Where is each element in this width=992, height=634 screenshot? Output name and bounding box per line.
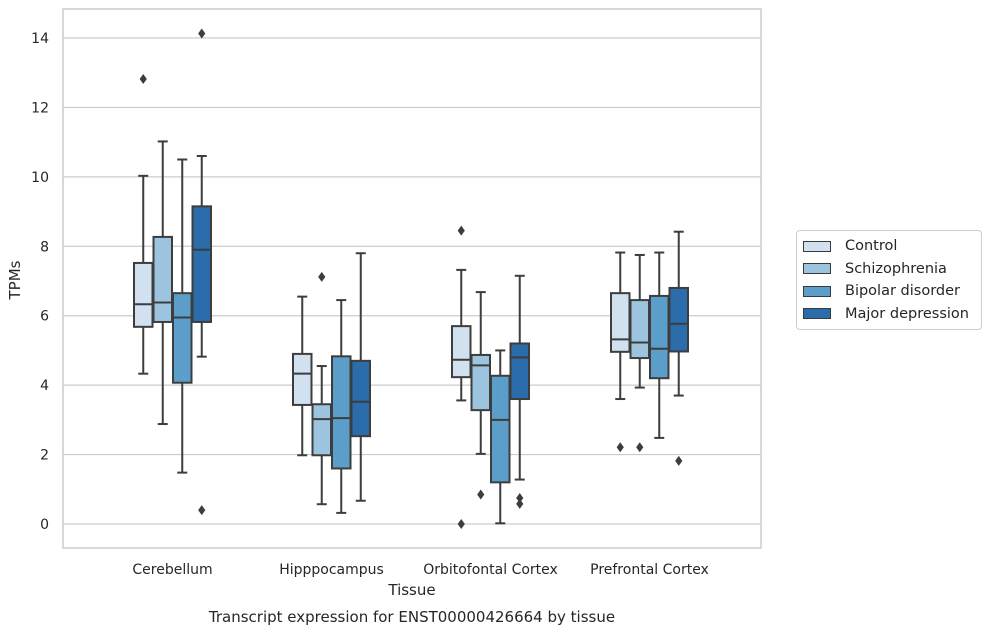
- outlier-point: [675, 455, 683, 466]
- y-tick-label: 8: [40, 239, 49, 255]
- y-tick-label: 6: [40, 309, 49, 325]
- x-tick-label: Prefrontal Cortex: [590, 562, 709, 578]
- box: [451, 225, 472, 529]
- outlier-point: [198, 28, 206, 39]
- box: [172, 158, 193, 474]
- box: [610, 251, 631, 453]
- outlier-point: [636, 442, 644, 453]
- legend-label: Major depression: [845, 305, 969, 322]
- y-tick-label: 0: [40, 517, 49, 533]
- outlier-point: [616, 442, 624, 453]
- box: [311, 271, 332, 506]
- box-body: [668, 286, 689, 353]
- box-body: [152, 235, 173, 323]
- y-tick-labels: 0 2 4 6 8 10 12 14: [31, 31, 49, 533]
- x-tick-label: Cerebellum: [132, 562, 212, 578]
- box-body: [509, 342, 530, 401]
- legend: Control Schizophrenia Bipolar disorder Majo…: [796, 230, 982, 330]
- y-tick-label: 4: [40, 378, 49, 394]
- series-schizophrenia: [152, 140, 650, 506]
- box: [191, 28, 212, 516]
- series-control: [133, 73, 631, 529]
- outlier-point: [198, 505, 206, 516]
- legend-swatch: [803, 285, 831, 297]
- box-body: [629, 299, 650, 360]
- box-body: [133, 261, 154, 328]
- box-body: [490, 374, 511, 484]
- box: [470, 291, 491, 500]
- box: [133, 73, 154, 375]
- x-tick-labels: Cerebellum Hipppocampus Orbitofontal Corte…: [132, 562, 708, 578]
- series-bipolar-disorder: [172, 158, 670, 525]
- box-body: [350, 359, 371, 438]
- plot-frame: [62, 8, 762, 549]
- box: [649, 251, 670, 439]
- box: [490, 349, 511, 525]
- legend-swatch: [803, 240, 831, 252]
- series-major-depression: [191, 28, 689, 516]
- y-tick-label: 2: [40, 448, 49, 464]
- box-body: [172, 292, 193, 384]
- box: [292, 295, 313, 457]
- legend-item: Control: [797, 235, 981, 258]
- chart-title: Transcript expression for ENST0000042666…: [208, 608, 615, 626]
- x-tick-label: Orbitofontal Cortex: [423, 562, 558, 578]
- box-body: [649, 294, 670, 380]
- box: [668, 230, 689, 466]
- box-body: [191, 205, 212, 323]
- box: [331, 299, 352, 514]
- box: [152, 140, 173, 426]
- outlier-point: [457, 519, 465, 529]
- y-tick-label: 10: [31, 170, 49, 186]
- box-body: [331, 355, 352, 470]
- outlier-point: [477, 489, 485, 500]
- legend-label: Bipolar disorder: [845, 283, 960, 300]
- outlier-point: [516, 492, 524, 503]
- box: [509, 274, 530, 509]
- box-body: [311, 403, 332, 457]
- box: [629, 253, 650, 453]
- outlier-point: [318, 271, 326, 282]
- legend-swatch: [803, 308, 831, 320]
- legend-label: Schizophrenia: [845, 260, 947, 277]
- x-tick-label: Hipppocampus: [279, 562, 384, 578]
- legend-item: Schizophrenia: [797, 258, 981, 281]
- legend-swatch: [803, 263, 831, 275]
- y-tick-label: 14: [31, 31, 49, 47]
- y-tick-label: 12: [31, 100, 49, 116]
- box-body: [470, 353, 491, 412]
- outlier-point: [139, 73, 147, 84]
- box-body: [292, 352, 313, 406]
- legend-item: Bipolar disorder: [797, 280, 981, 303]
- legend-item: Major depression: [797, 303, 981, 326]
- outlier-point: [457, 225, 465, 236]
- outlier-point: [516, 498, 524, 509]
- box-body: [610, 292, 631, 353]
- box-body: [451, 325, 472, 379]
- legend-label: Control: [845, 238, 898, 255]
- y-axis-title: TPMs: [6, 260, 24, 300]
- box-plot-series: [133, 28, 689, 529]
- box: [350, 252, 371, 502]
- x-axis-title: Tissue: [387, 581, 435, 599]
